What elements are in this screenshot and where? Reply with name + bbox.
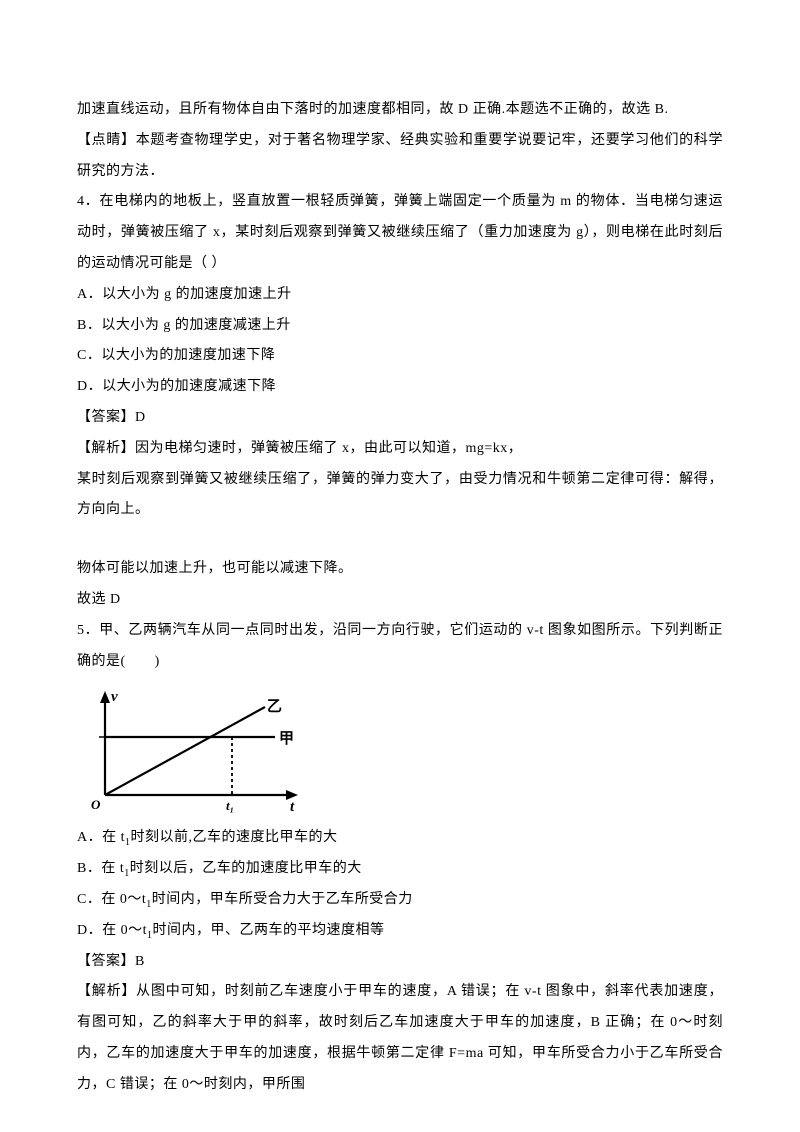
text: 时刻以后，乙车的加速度比甲车的大	[130, 861, 362, 876]
text: 时间内，甲、乙两车的平均速度相等	[153, 923, 385, 938]
option-d: D．以大小为的加速度减速下降	[77, 372, 723, 403]
explanation: 某时刻后观察到弹簧又被继续压缩了，弹簧的弹力变大了，由受力情况和牛顿第二定律可得…	[77, 465, 723, 527]
text: 时间内，甲车所受合力大于乙车所受合力	[152, 892, 413, 907]
option-a: A．在 t1时刻以前,乙车的速度比甲车的大	[77, 823, 723, 854]
svg-text:v: v	[111, 689, 118, 705]
answer: 【答案】D	[77, 403, 723, 434]
option-b: B．在 t1时刻以后，乙车的加速度比甲车的大	[77, 854, 723, 885]
text: 时刻以前,乙车的速度比甲车的大	[131, 830, 338, 845]
svg-text:t: t	[290, 799, 295, 815]
paragraph: 【点睛】本题考查物理学史，对于著名物理学家、经典实验和重要学说要记牢，还要学习他…	[77, 126, 723, 188]
text: D．在 0～t	[77, 923, 147, 938]
option-c: C．在 0～t1时间内，甲车所受合力大于乙车所受合力	[77, 885, 723, 916]
explanation: 物体可能以加速上升，也可能以减速下降。	[77, 554, 723, 585]
text: B．在 t	[77, 861, 124, 876]
question-4: 4．在电梯内的地板上，竖直放置一根轻质弹簧，弹簧上端固定一个质量为 m 的物体．…	[77, 187, 723, 279]
svg-text:乙: 乙	[267, 699, 282, 715]
answer: 【答案】B	[77, 947, 723, 978]
option-a: A．以大小为 g 的加速度加速上升	[77, 280, 723, 311]
svg-text:t₁: t₁	[226, 798, 234, 813]
svg-text:O: O	[91, 797, 101, 812]
document-content: 加速直线运动，且所有物体自由下落时的加速度都相同，故 D 正确.本题选不正确的，…	[77, 95, 723, 1101]
question-5: 5．甲、乙两辆汽车从同一点同时出发，沿同一方向行驶，它们运动的 v-t 图象如图…	[77, 616, 723, 678]
paragraph: 加速直线运动，且所有物体自由下落时的加速度都相同，故 D 正确.本题选不正确的，…	[77, 95, 723, 126]
vt-graph-figure: Ov t t₁ 甲乙	[77, 685, 312, 815]
text: A．在 t	[77, 830, 125, 845]
text: C．在 0～t	[77, 892, 146, 907]
explanation: 【解析】因为电梯匀速时，弹簧被压缩了 x，由此可以知道，mg=kx，	[77, 434, 723, 465]
explanation: 【解析】从图中可知，时刻前乙车速度小于甲车的速度，A 错误；在 v-t 图象中，…	[77, 977, 723, 1100]
option-d: D．在 0～t1时间内，甲、乙两车的平均速度相等	[77, 916, 723, 947]
option-b: B．以大小为 g 的加速度减速上升	[77, 311, 723, 342]
explanation: 故选 D	[77, 585, 723, 616]
svg-text:甲: 甲	[279, 730, 294, 747]
option-c: C．以大小为的加速度加速下降	[77, 341, 723, 372]
